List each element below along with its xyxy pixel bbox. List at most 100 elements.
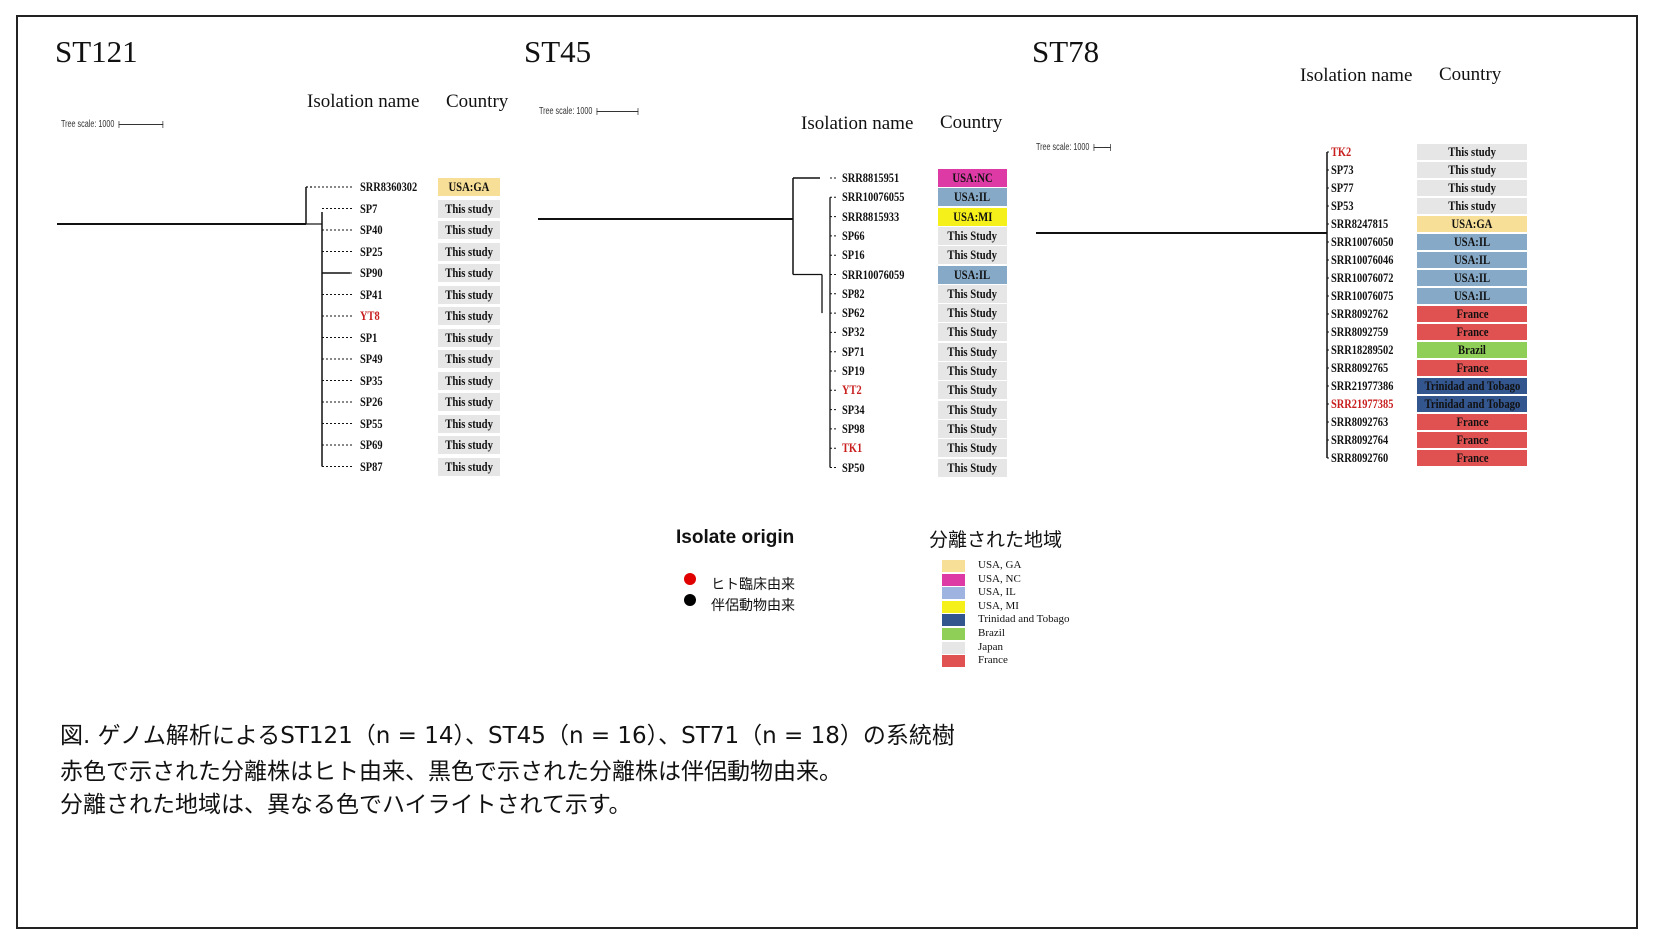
country-cell-st78: This study [1417, 179, 1527, 197]
country-cell-st121: This study [438, 307, 500, 325]
isolation-header-st78: Isolation name [1300, 65, 1413, 86]
region-swatch [942, 628, 965, 640]
origin-dot-companion [684, 594, 696, 606]
leaf-label-st45: TK1 [842, 440, 863, 456]
origin-legend-title: Isolate origin [676, 527, 795, 548]
leaf-label-st78: SP53 [1331, 198, 1354, 213]
country-cell-st121: This study [438, 242, 500, 261]
leaf-label-st121: SP26 [360, 394, 383, 409]
leaf-label-st45: SP34 [842, 401, 865, 417]
leaf-label-st78: SRR8092760 [1331, 450, 1389, 465]
leaf-label-st78: SRR8092762 [1331, 306, 1389, 321]
leaf-label-st121: SP40 [360, 222, 383, 237]
country-cell-st45: This Study [938, 381, 1007, 400]
leaf-label-st78: SRR10076072 [1331, 270, 1394, 285]
country-header-st45: Country [940, 112, 1003, 133]
leaf-label-st45: SRR8815933 [842, 208, 900, 224]
leaf-label-st78: SRR8092759 [1331, 324, 1389, 339]
country-cell-st78: This study [1417, 197, 1527, 215]
region-label: Japan [978, 640, 1004, 653]
country-cell-st78: France [1417, 449, 1527, 467]
country-cell-st45: This Study [938, 400, 1007, 419]
region-swatch [942, 573, 965, 586]
caption-line-2: 赤色で示された分離株はヒト由来、黒色で示された分離株は伴侶動物由来。 [60, 759, 842, 785]
leaf-label-st121: SP55 [360, 415, 383, 431]
leaf-label-st121: SP90 [360, 265, 383, 280]
country-cell-st78: Brazil [1417, 341, 1527, 359]
country-header-st121: Country [446, 91, 509, 112]
origin-label-companion: 伴侶動物由来 [711, 598, 795, 614]
caption-line-3: 分離された地域は、異なる色でハイライトされて示す。 [60, 792, 632, 818]
region-swatch [942, 600, 965, 613]
leaf-label-st45: SP32 [842, 324, 865, 340]
country-cell-st78: Trinidad and Tobago [1417, 377, 1527, 395]
leaf-label-st121: SP35 [360, 372, 383, 388]
country-cell-st121: This study [438, 371, 500, 390]
country-cell-st45: USA:IL [938, 265, 1007, 284]
country-cell-st121: This study [438, 393, 500, 411]
country-cell-st78: France [1417, 413, 1527, 431]
country-cell-st121: This study [438, 328, 500, 347]
leaf-label-st78: TK2 [1331, 144, 1352, 159]
country-cell-st45: This Study [938, 419, 1007, 438]
leaf-label-st45: SP62 [842, 305, 865, 321]
country-cell-st45: This Study [938, 342, 1007, 361]
country-cell-st121: This study [438, 414, 500, 433]
tree-scale-st78: Tree scale: 1000 [1036, 142, 1111, 153]
country-cell-st45: This Study [938, 439, 1007, 458]
origin-dot-human [684, 573, 696, 585]
country-cell-st121: This study [438, 350, 500, 368]
leaf-label-st45: SRR10076055 [842, 189, 905, 205]
leaf-label-st78: SP77 [1331, 180, 1354, 195]
country-cell-st78: USA:IL [1417, 251, 1527, 269]
region-swatch [942, 641, 965, 654]
leaf-label-st121: SP69 [360, 437, 383, 452]
country-cell-st78: France [1417, 431, 1527, 449]
region-label: France [978, 654, 1008, 667]
country-cell-st78: USA:IL [1417, 233, 1527, 251]
country-cell-st45: USA:IL [938, 188, 1007, 207]
leaf-label-st45: SP98 [842, 420, 865, 436]
country-cell-st78: This study [1417, 161, 1527, 179]
leaf-label-st121: SP25 [360, 243, 383, 259]
leaf-label-st121: SRR8360302 [360, 179, 418, 194]
caption-line-1: 図. ゲノム解析によるST121（n = 14）、ST45（n = 16）、ST… [60, 723, 955, 749]
country-cell-st45: This Study [938, 304, 1007, 323]
country-cell-st45: USA:NC [938, 169, 1007, 187]
origin-label-human: ヒト臨床由来 [711, 577, 795, 593]
country-cell-st78: France [1417, 323, 1527, 341]
tree-scale-st45: Tree scale: 1000 [539, 106, 639, 117]
leaf-label-st45: SRR8815951 [842, 170, 900, 185]
leaf-label-st45: SP82 [842, 285, 865, 301]
country-cell-st121: This study [438, 457, 500, 476]
country-cell-st45: This Study [938, 458, 1007, 477]
leaf-label-st121: SP49 [360, 351, 383, 366]
leaf-label-st78: SRR10076050 [1331, 234, 1394, 249]
country-cell-st78: Trinidad and Tobago [1417, 395, 1527, 413]
country-cell-st78: France [1417, 305, 1527, 323]
country-cell-st45: This Study [938, 284, 1007, 303]
country-cell-st78: France [1417, 359, 1527, 377]
leaf-label-st78: SRR21977386 [1331, 378, 1394, 393]
panel-title-st45: ST45 [524, 34, 592, 69]
region-label: USA, IL [978, 586, 1016, 599]
region-label: Brazil [978, 627, 1005, 639]
country-cell-st121: This study [438, 285, 500, 304]
figure-frame [16, 15, 1638, 929]
panel-title-st121: ST121 [55, 34, 138, 69]
region-label: USA, NC [978, 572, 1021, 585]
country-cell-st78: This study [1417, 143, 1527, 161]
leaf-label-st121: YT8 [360, 308, 380, 323]
leaf-label-st121: SP1 [360, 329, 378, 345]
leaf-label-st121: SP7 [360, 200, 378, 216]
leaf-label-st78: SRR21977385 [1331, 396, 1394, 411]
leaf-label-st45: SP16 [842, 247, 865, 263]
leaf-label-st45: SP19 [842, 363, 865, 378]
country-cell-st121: This study [438, 199, 500, 218]
country-cell-st45: This Study [938, 246, 1007, 265]
leaf-label-st45: SP71 [842, 343, 865, 359]
panel-title-st78: ST78 [1032, 34, 1100, 69]
isolation-header-st121: Isolation name [307, 91, 420, 112]
leaf-label-st45: YT2 [842, 382, 862, 398]
country-cell-st121: USA:GA [438, 178, 500, 196]
